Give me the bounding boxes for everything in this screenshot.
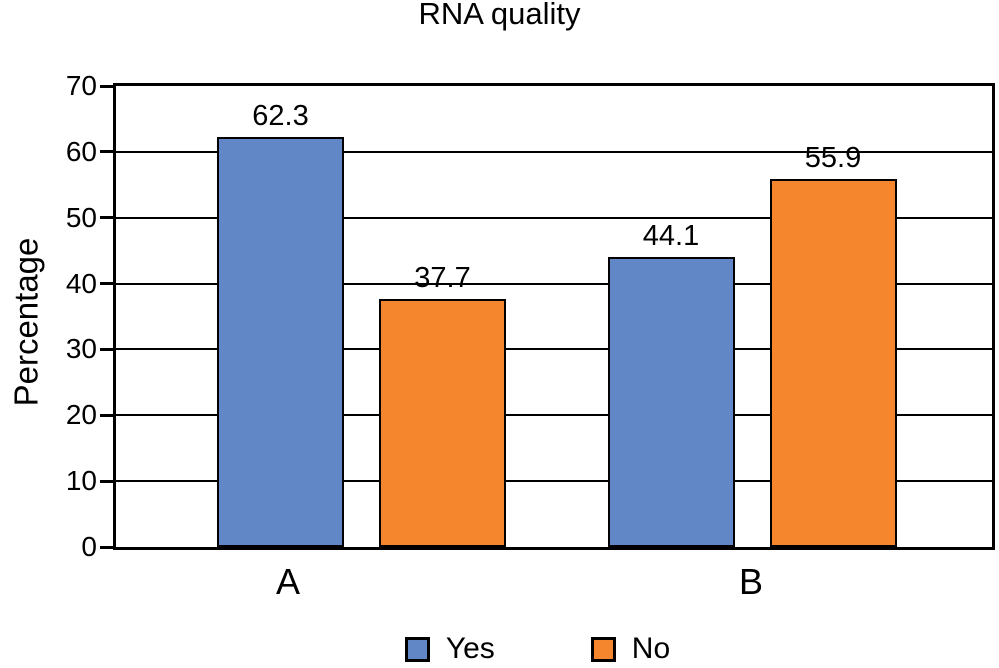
y-tick-mark (100, 84, 113, 88)
chart-title: RNA quality (418, 0, 581, 31)
y-tick-mark (100, 150, 113, 154)
x-category-label: A (275, 561, 301, 602)
y-axis-label: Percentage (7, 237, 45, 407)
y-tick-label: 70 (65, 70, 97, 101)
y-tick-label: 30 (65, 333, 97, 365)
y-tick-label: 40 (65, 267, 97, 299)
y-tick-label: 0 (81, 531, 97, 562)
y-tick-mark (100, 479, 113, 483)
y-tick-mark (100, 545, 113, 549)
legend-item: No (590, 632, 671, 665)
legend-swatch-no (590, 636, 616, 662)
x-category-label: B (738, 561, 764, 602)
bar-value-label: 37.7 (414, 261, 471, 294)
legend-label: No (631, 632, 671, 665)
bar-B-yes (607, 256, 735, 547)
legend-label: Yes (445, 632, 495, 665)
y-tick-label: 10 (65, 465, 97, 497)
gridline (116, 414, 992, 417)
y-tick-mark (100, 282, 113, 286)
bar-value-label: 62.3 (252, 99, 309, 132)
plot-area: 0 10 20 30 40 50 60 70 62.3 37.7 44.1 55.9 (66, 72, 995, 561)
bar-value-label: 55.9 (804, 141, 862, 174)
bar-value-label: 44.1 (642, 219, 700, 252)
bar-B-no (769, 178, 897, 547)
gridline (116, 216, 992, 219)
bar-A-no (379, 298, 506, 547)
y-tick-mark (100, 216, 113, 220)
y-tick-mark (100, 347, 113, 351)
legend: Yes No (0, 634, 999, 664)
y-tick-mark (100, 413, 113, 417)
legend-item: Yes (404, 632, 495, 665)
legend-swatch-yes (404, 636, 430, 662)
gridline (116, 348, 992, 351)
bar-A-yes (217, 136, 344, 547)
gridline (116, 150, 992, 153)
gridline (116, 480, 992, 483)
y-tick-label: 20 (65, 399, 97, 431)
gridline (116, 282, 992, 285)
y-tick-label: 50 (65, 201, 97, 233)
y-tick-label: 60 (65, 135, 97, 167)
